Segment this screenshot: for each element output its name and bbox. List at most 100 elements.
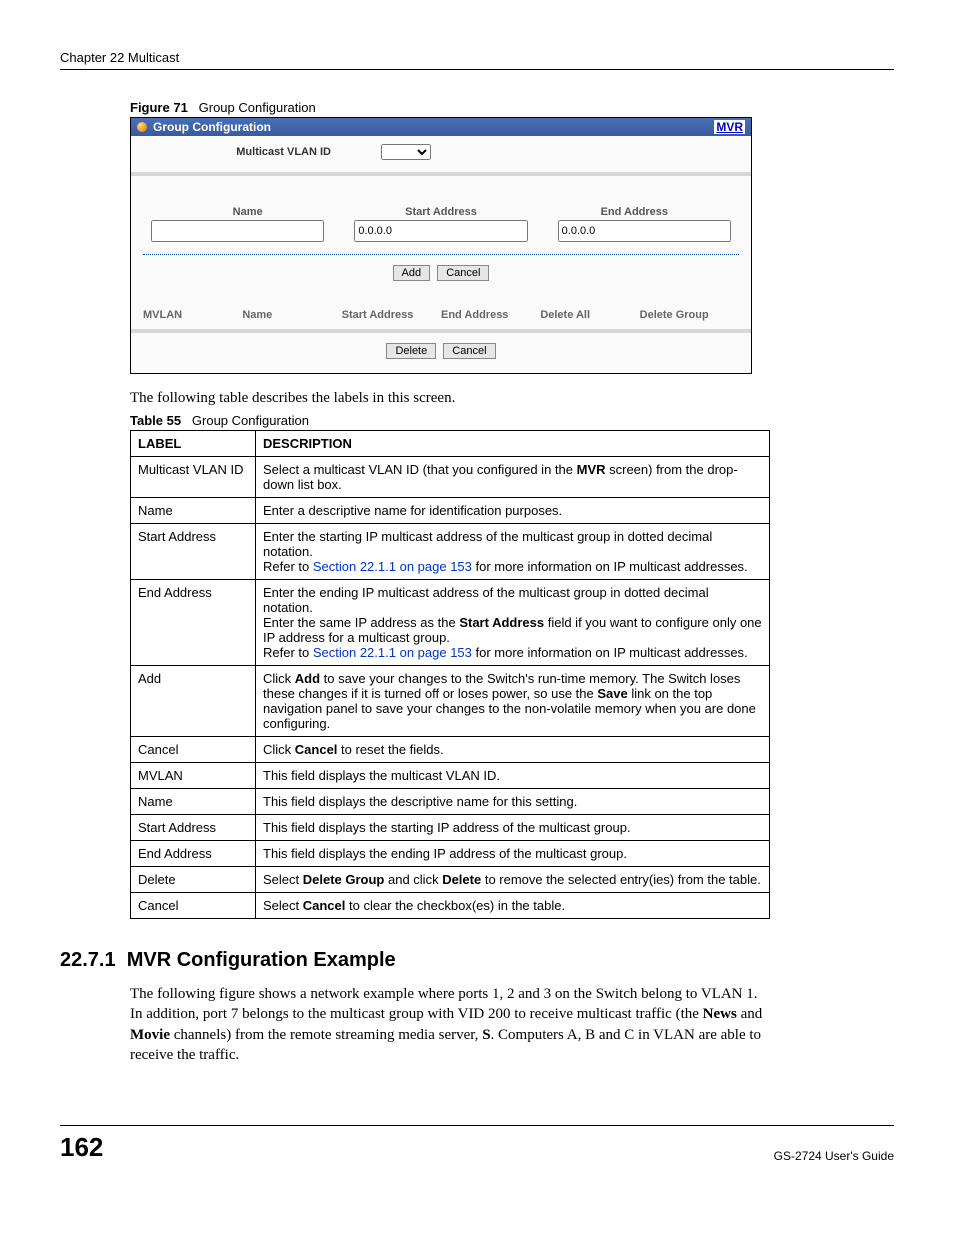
cell-label: End Address <box>131 580 256 666</box>
table-row: End AddressEnter the ending IP multicast… <box>131 580 770 666</box>
text-span: Click <box>263 671 295 686</box>
text-span: Refer to <box>263 559 313 574</box>
vlan-label: Multicast VLAN ID <box>171 146 381 158</box>
text-span: Cancel <box>303 898 346 913</box>
list-header: End Address <box>441 309 540 321</box>
description-table: LABEL DESCRIPTION Multicast VLAN IDSelec… <box>130 430 770 919</box>
cell-label: Start Address <box>131 524 256 580</box>
cell-label: Multicast VLAN ID <box>131 457 256 498</box>
titlebar-text: Group Configuration <box>153 120 271 134</box>
text-span: This field displays the descriptive name… <box>263 794 577 809</box>
table-row: DeleteSelect Delete Group and click Dele… <box>131 867 770 893</box>
cell-label: Add <box>131 666 256 737</box>
cancel-button-2[interactable]: Cancel <box>443 343 495 359</box>
cell-label: MVLAN <box>131 763 256 789</box>
table-row: MVLAN This field displays the multicast V… <box>131 763 770 789</box>
text-span: Save <box>597 686 627 701</box>
dotted-separator <box>143 254 739 255</box>
text-span: for more information on IP multicast add… <box>472 645 748 660</box>
cell-desc: Select Delete Group and click Delete to … <box>256 867 770 893</box>
cell-desc: Enter a descriptive name for identificat… <box>256 498 770 524</box>
figure-title: Group Configuration <box>199 100 316 115</box>
col-start: Start Address <box>344 206 537 218</box>
text-span: Cancel <box>295 742 338 757</box>
text-span: and click <box>384 872 442 887</box>
cell-label: Name <box>131 498 256 524</box>
cell-desc: Select Cancel to clear the checkbox(es) … <box>256 893 770 919</box>
table-title: Group Configuration <box>192 413 309 428</box>
cell-desc: Enter the starting IP multicast address … <box>256 524 770 580</box>
page-header: Chapter 22 Multicast <box>60 50 894 70</box>
text-span: Enter the ending IP multicast address of… <box>263 585 709 615</box>
table-row: CancelSelect Cancel to clear the checkbo… <box>131 893 770 919</box>
body-paragraph: The following figure shows a network exa… <box>130 984 770 1065</box>
section-title: MVR Configuration Example <box>127 949 396 971</box>
table-row: Start AddressEnter the starting IP multi… <box>131 524 770 580</box>
screenshot-titlebar: Group Configuration MVR <box>131 118 751 136</box>
th-desc: DESCRIPTION <box>256 431 770 457</box>
add-button[interactable]: Add <box>393 265 431 281</box>
text-span: Click <box>263 742 295 757</box>
cell-desc: This field displays the ending IP addres… <box>256 841 770 867</box>
text-span: Select a multicast VLAN ID (that you con… <box>263 462 577 477</box>
page-number: 162 <box>60 1132 103 1163</box>
text-span: to clear the checkbox(es) in the table. <box>345 898 565 913</box>
cell-desc: This field displays the starting IP addr… <box>256 815 770 841</box>
following-text: The following table describes the labels… <box>130 390 894 407</box>
table-row: AddClick Add to save your changes to the… <box>131 666 770 737</box>
figure-number: Figure 71 <box>130 100 188 115</box>
table-row: Multicast VLAN ID Select a multicast VLAN… <box>131 457 770 498</box>
delete-button[interactable]: Delete <box>386 343 436 359</box>
text-span: MVR <box>577 462 606 477</box>
table-row: End AddressThis field displays the endin… <box>131 841 770 867</box>
table-row: Start AddressThis field displays the sta… <box>131 815 770 841</box>
input-headers: Name Start Address End Address <box>131 200 751 220</box>
end-input[interactable] <box>558 220 731 242</box>
text-span: to reset the fields. <box>337 742 443 757</box>
figure-caption: Figure 71 Group Configuration <box>130 100 894 115</box>
list-header: Start Address <box>342 309 441 321</box>
text-span: S <box>482 1027 490 1043</box>
text-span: and <box>737 1006 762 1022</box>
cell-label: Delete <box>131 867 256 893</box>
text-span: for more information on IP multicast add… <box>472 559 748 574</box>
table-number: Table 55 <box>130 413 181 428</box>
name-input[interactable] <box>151 220 324 242</box>
table-caption: Table 55 Group Configuration <box>130 413 894 428</box>
cell-desc: Select a multicast VLAN ID (that you con… <box>256 457 770 498</box>
cross-ref-link[interactable]: Section 22.1.1 on page 153 <box>313 645 472 660</box>
list-header: Delete Group <box>640 309 739 321</box>
col-name: Name <box>151 206 344 218</box>
list-header: MVLAN <box>143 309 242 321</box>
list-header: Delete All <box>540 309 639 321</box>
cancel-button[interactable]: Cancel <box>437 265 489 281</box>
list-header: Name <box>242 309 341 321</box>
table-row: NameEnter a descriptive name for identif… <box>131 498 770 524</box>
page-footer: 162 GS-2724 User's Guide <box>60 1125 894 1163</box>
cell-desc: This field displays the multicast VLAN I… <box>256 763 770 789</box>
cell-label: Cancel <box>131 737 256 763</box>
list-headers: MVLANNameStart AddressEnd AddressDelete … <box>131 301 751 325</box>
text-span: The following figure shows a network exa… <box>130 986 758 1022</box>
cell-desc: Enter the ending IP multicast address of… <box>256 580 770 666</box>
separator <box>131 172 751 176</box>
text-span: News <box>703 1006 737 1022</box>
group-config-screenshot: Group Configuration MVR Multicast VLAN I… <box>130 117 752 374</box>
text-span: This field displays the multicast VLAN I… <box>263 768 500 783</box>
text-span: Refer to <box>263 645 313 660</box>
section-heading: 22.7.1 MVR Configuration Example <box>60 949 894 972</box>
text-span: channels) from the remote streaming medi… <box>170 1027 482 1043</box>
text-span: This field displays the starting IP addr… <box>263 820 631 835</box>
vlan-select[interactable] <box>381 144 431 160</box>
text-span: Add <box>295 671 320 686</box>
cross-ref-link[interactable]: Section 22.1.1 on page 153 <box>313 559 472 574</box>
separator <box>131 329 751 333</box>
text-span: Start Address <box>459 615 544 630</box>
vlan-row: Multicast VLAN ID <box>131 136 751 168</box>
cell-label: Name <box>131 789 256 815</box>
text-span: Enter the same IP address as the <box>263 615 459 630</box>
mvr-link[interactable]: MVR <box>714 120 745 134</box>
start-input[interactable] <box>354 220 527 242</box>
table-row: Name This field displays the descriptive … <box>131 789 770 815</box>
col-end: End Address <box>538 206 731 218</box>
